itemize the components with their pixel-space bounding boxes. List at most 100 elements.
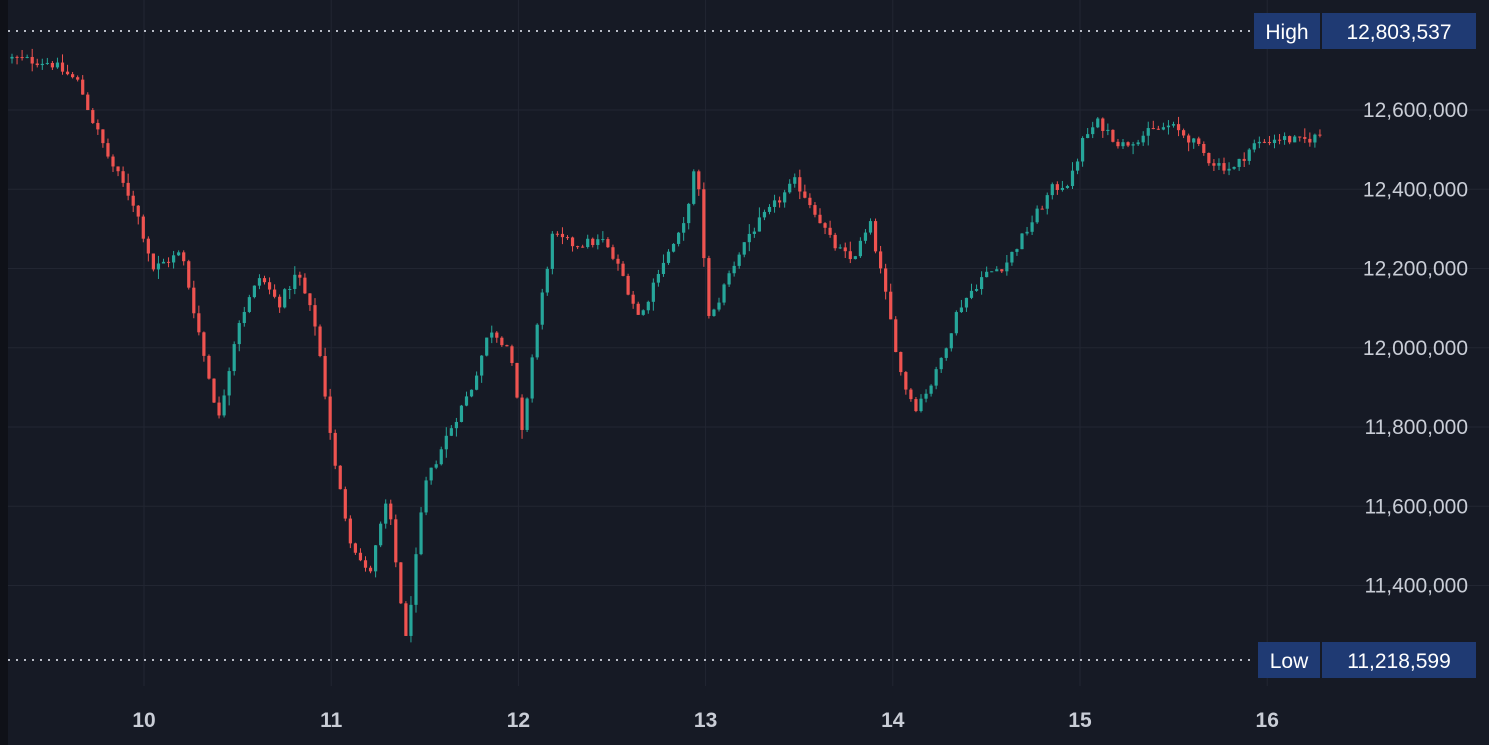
candle[interactable] (833, 232, 837, 251)
candle[interactable] (111, 154, 115, 173)
candle[interactable] (954, 310, 958, 336)
candle[interactable] (601, 231, 605, 243)
candle[interactable] (1111, 129, 1115, 143)
candle[interactable] (959, 299, 963, 313)
candle[interactable] (737, 252, 741, 269)
candle[interactable] (91, 108, 95, 125)
candle[interactable] (576, 245, 580, 250)
candle[interactable] (677, 231, 681, 247)
candle[interactable] (964, 297, 969, 312)
candle[interactable] (1298, 136, 1302, 142)
candle[interactable] (166, 257, 171, 268)
candle[interactable] (348, 515, 352, 549)
candle[interactable] (535, 323, 539, 360)
candle[interactable] (1237, 158, 1241, 171)
candle[interactable] (722, 283, 726, 306)
candle[interactable] (156, 255, 161, 279)
candle[interactable] (586, 234, 590, 249)
candle[interactable] (1091, 121, 1095, 139)
candle[interactable] (560, 227, 565, 245)
candle[interactable] (35, 58, 39, 68)
candle[interactable] (1045, 192, 1049, 215)
candle[interactable] (1070, 162, 1075, 190)
candle[interactable] (591, 237, 595, 248)
candle[interactable] (530, 354, 534, 403)
candle[interactable] (803, 184, 807, 199)
candle[interactable] (1065, 184, 1070, 189)
candle[interactable] (192, 280, 196, 319)
candle[interactable] (752, 227, 756, 238)
candle[interactable] (1207, 152, 1211, 166)
candle[interactable] (772, 194, 777, 213)
candle[interactable] (1232, 166, 1236, 170)
candle[interactable] (1242, 152, 1246, 168)
candle[interactable] (55, 57, 60, 69)
candle[interactable] (414, 547, 418, 613)
candle[interactable] (252, 285, 256, 299)
candle[interactable] (570, 236, 575, 252)
candle[interactable] (222, 389, 226, 418)
candle[interactable] (1020, 233, 1024, 250)
candle[interactable] (1015, 248, 1019, 256)
candle[interactable] (379, 521, 383, 548)
candle[interactable] (141, 214, 145, 243)
candle[interactable] (121, 166, 125, 187)
candle[interactable] (242, 306, 246, 327)
candle[interactable] (631, 290, 635, 309)
candle[interactable] (1156, 125, 1160, 130)
candle[interactable] (974, 284, 979, 292)
candle[interactable] (813, 202, 817, 218)
candle[interactable] (1267, 136, 1272, 146)
candle[interactable] (1252, 139, 1256, 153)
candle[interactable] (444, 427, 448, 458)
candle[interactable] (1202, 141, 1206, 156)
candle[interactable] (288, 285, 292, 299)
candle[interactable] (25, 54, 29, 59)
candle[interactable] (1257, 136, 1261, 149)
candle[interactable] (1081, 136, 1085, 167)
candle[interactable] (798, 169, 802, 200)
candle[interactable] (177, 250, 181, 257)
candle[interactable] (788, 179, 792, 194)
candle[interactable] (374, 545, 378, 578)
candle[interactable] (1055, 181, 1059, 195)
candle[interactable] (10, 53, 14, 64)
candle[interactable] (81, 75, 85, 95)
candle[interactable] (490, 325, 494, 344)
candle[interactable] (247, 294, 251, 314)
candle[interactable] (197, 305, 201, 336)
candle[interactable] (283, 288, 287, 309)
candle[interactable] (212, 378, 216, 404)
candle[interactable] (636, 301, 640, 315)
candle[interactable] (682, 217, 686, 241)
candle[interactable] (767, 204, 772, 215)
candle[interactable] (929, 384, 933, 397)
candle[interactable] (1101, 117, 1105, 138)
candle[interactable] (848, 241, 852, 264)
candle[interactable] (939, 357, 943, 373)
candle[interactable] (520, 394, 524, 439)
candle[interactable] (318, 324, 322, 358)
candle[interactable] (778, 196, 782, 208)
candle[interactable] (596, 234, 600, 250)
candle[interactable] (469, 389, 474, 398)
candle[interactable] (343, 486, 347, 522)
candle[interactable] (1313, 133, 1317, 148)
candle[interactable] (889, 283, 893, 320)
candle[interactable] (969, 283, 974, 300)
price-axis[interactable]: 12,600,000 12,400,000 12,200,000 12,000,000… (1363, 99, 1468, 598)
candle[interactable] (485, 337, 489, 357)
candle[interactable] (621, 261, 625, 277)
candle[interactable] (116, 166, 120, 177)
candle[interactable] (131, 190, 135, 213)
candle[interactable] (146, 236, 150, 262)
candle[interactable] (581, 244, 585, 248)
candle[interactable] (500, 336, 504, 347)
candle[interactable] (20, 49, 24, 61)
candle[interactable] (525, 397, 529, 433)
candle[interactable] (944, 347, 948, 361)
candle[interactable] (202, 331, 206, 362)
candle[interactable] (1283, 132, 1287, 145)
candle[interactable] (702, 182, 706, 267)
candle[interactable] (429, 467, 433, 485)
